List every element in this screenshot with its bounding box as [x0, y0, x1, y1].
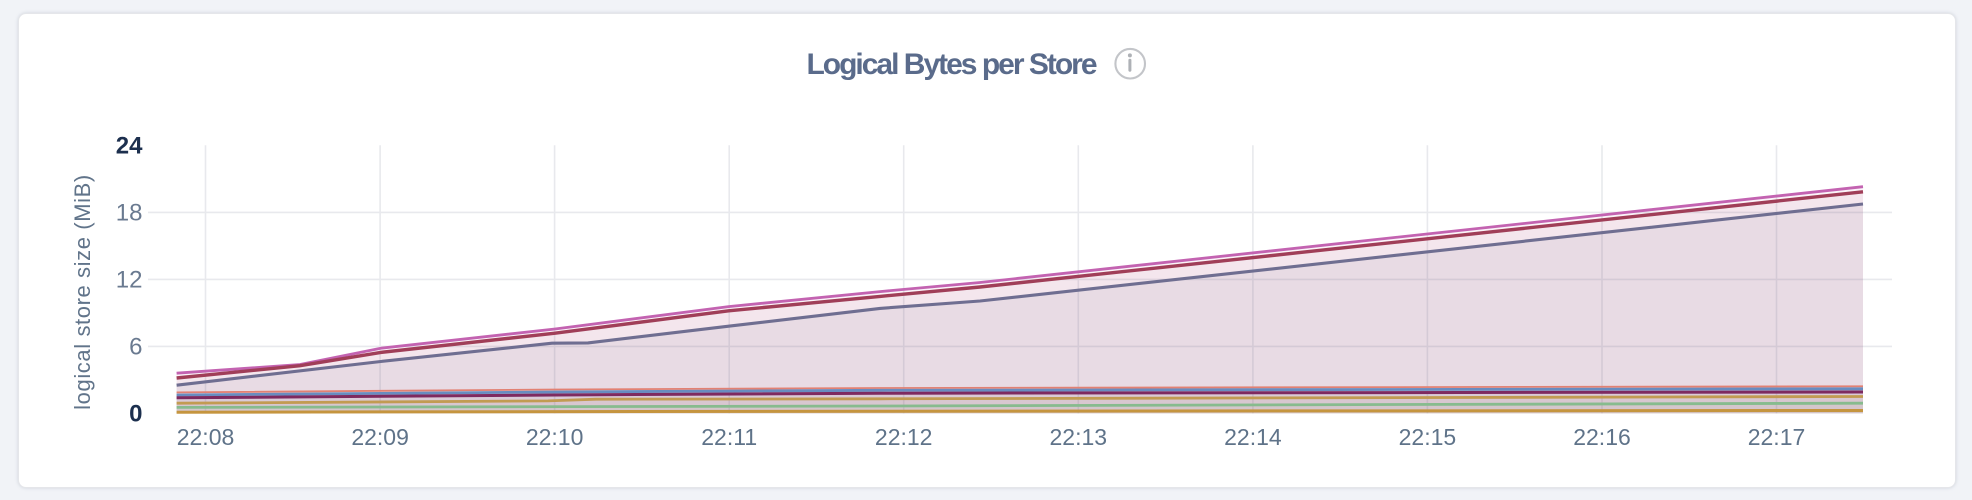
- svg-text:22:15: 22:15: [1399, 424, 1457, 450]
- svg-text:22:12: 22:12: [875, 424, 933, 450]
- svg-text:22:08: 22:08: [177, 424, 235, 450]
- svg-text:22:11: 22:11: [701, 424, 757, 450]
- svg-text:22:17: 22:17: [1748, 424, 1806, 450]
- svg-text:12: 12: [116, 266, 143, 293]
- svg-text:22:09: 22:09: [351, 424, 409, 450]
- svg-text:6: 6: [129, 333, 142, 360]
- svg-text:24: 24: [116, 132, 143, 159]
- svg-text:0: 0: [129, 400, 142, 427]
- svg-text:22:14: 22:14: [1224, 424, 1282, 450]
- svg-text:22:10: 22:10: [526, 424, 584, 450]
- svg-text:22:16: 22:16: [1573, 424, 1631, 450]
- svg-text:22:13: 22:13: [1050, 424, 1108, 450]
- svg-text:18: 18: [116, 199, 143, 226]
